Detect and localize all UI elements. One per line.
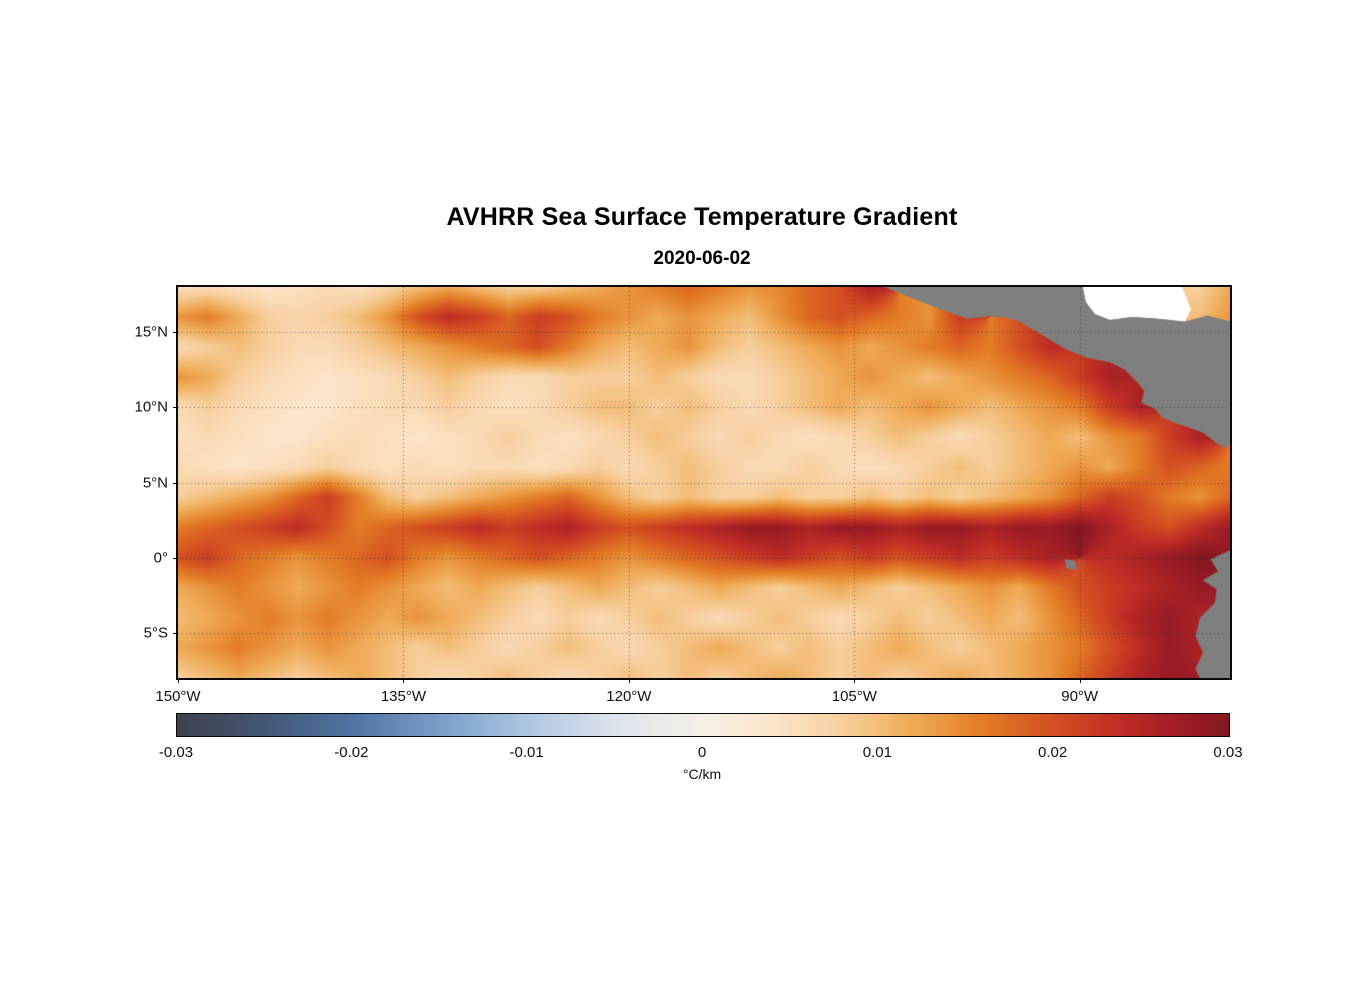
x-tick-mark [854,678,856,683]
colorbar-tick: -0.03 [158,744,194,761]
y-tick-label-0: 0° [153,549,168,567]
colorbar [176,713,1230,737]
colorbar-unit-label: °C/km [682,766,722,782]
y-tick-mark [173,557,178,559]
colorbar-gradient [177,714,1229,736]
chart-title: AVHRR Sea Surface Temperature Gradient [446,203,958,231]
map-plot-area: 15°N 10°N 5°N 0° 5°S 150°W 135°W 120°W 1… [134,285,1232,705]
y-tick-mark [173,482,178,484]
x-tick-mark [1079,678,1081,683]
x-tick-label-120w: 120°W [606,688,652,705]
x-tick-label-90w: 90°W [1061,688,1099,705]
y-tick-mark [173,632,178,634]
colorbar-tick-labels: -0.03 -0.02 -0.01 0 0.01 0.02 0.03 [159,744,1243,762]
y-tick-label-5s: 5°S [143,624,168,642]
x-tick-mark [628,678,630,683]
colorbar-tick: 0 [697,744,707,761]
y-tick-label-10n: 10°N [134,398,168,416]
chart-date-subtitle: 2020-06-02 [653,248,751,269]
x-tick-mark [178,678,179,683]
x-tick-mark [403,678,405,683]
y-tick-mark [173,332,178,334]
colorbar-tick: -0.02 [334,744,369,761]
colorbar-tick: -0.01 [509,744,544,761]
y-tick-label-5n: 5°N [142,474,168,491]
x-tick-label-150w: 150°W [155,688,201,705]
y-tick-label-15n: 15°N [134,323,168,341]
x-tick-label-135w: 135°W [380,688,427,705]
sst-gradient-heatmap [178,287,1230,678]
x-tick-label-105w: 105°W [831,688,877,705]
colorbar-tick: 0.02 [1038,744,1068,761]
y-tick-mark [173,407,178,409]
colorbar-tick: 0.01 [862,744,892,761]
colorbar-tick: 0.03 [1213,744,1243,761]
